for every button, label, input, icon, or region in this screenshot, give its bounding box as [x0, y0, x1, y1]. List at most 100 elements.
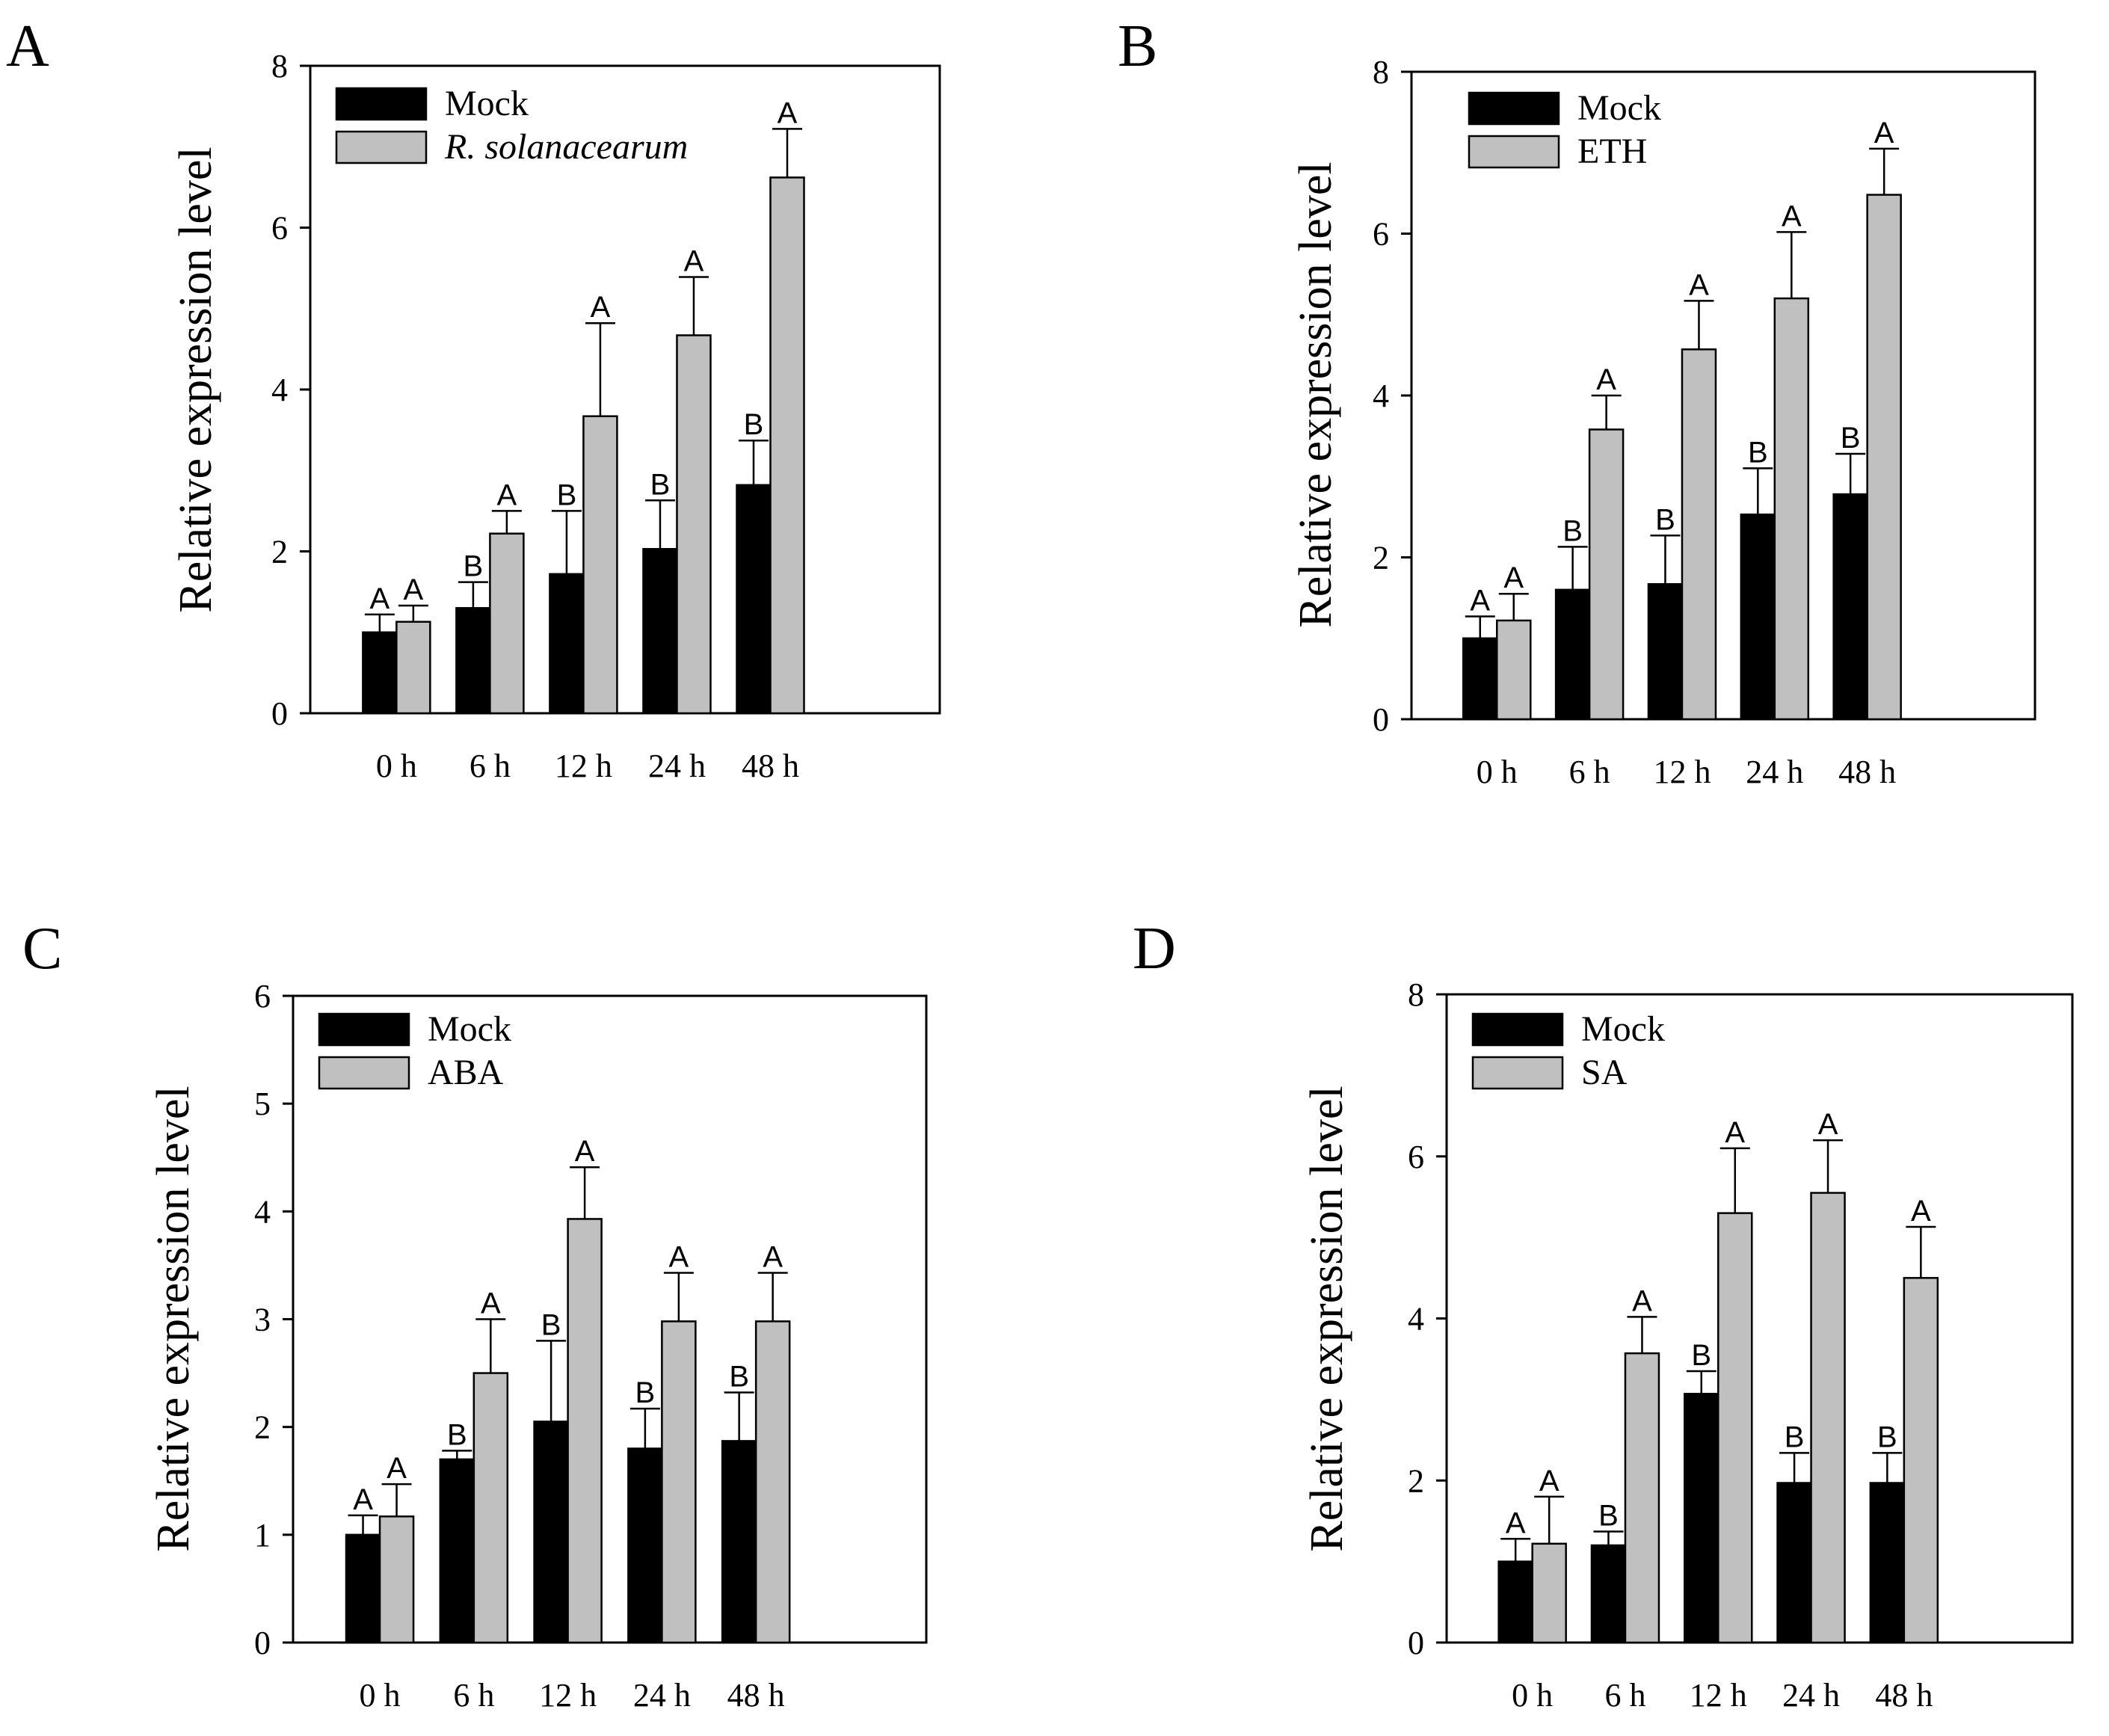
bar-mock	[736, 484, 772, 715]
y-tick-label: 2	[1373, 540, 1389, 576]
x-tick-label: 6 h	[1569, 754, 1610, 790]
bar-mock	[1462, 637, 1498, 721]
y-tick-label: 6	[1373, 216, 1389, 253]
bar-treatment	[754, 1320, 791, 1644]
significance-label: A	[1539, 1465, 1560, 1498]
legend-label: R. solanacearum	[444, 127, 688, 167]
y-tick-label: 0	[1373, 701, 1389, 738]
bar-treatment	[661, 1320, 697, 1644]
y-tick-label: 4	[1408, 1301, 1424, 1338]
significance-label: A	[1911, 1195, 1931, 1228]
y-axis-title: Relative expression level	[148, 1086, 199, 1551]
legend-label: Mock	[1577, 88, 1661, 128]
significance-label: B	[541, 1308, 561, 1341]
significance-label: B	[1598, 1500, 1619, 1533]
x-tick-label: 0 h	[1512, 1677, 1553, 1714]
significance-label: A	[1632, 1284, 1652, 1317]
significance-label: A	[404, 573, 424, 606]
y-tick-label: 4	[254, 1193, 271, 1230]
y-axis-title: Relative expression level	[1302, 1086, 1352, 1551]
bar-treatment	[1588, 428, 1625, 721]
y-tick-label: 2	[271, 534, 288, 570]
bar-treatment	[1496, 619, 1532, 721]
legend-swatch	[318, 1056, 410, 1090]
bar-mock	[1740, 513, 1776, 721]
bar-treatment	[1903, 1277, 1939, 1644]
x-tick-label: 6 h	[1604, 1677, 1645, 1714]
y-axis-title: Relative expression level	[170, 147, 221, 612]
bar-mock	[1776, 1482, 1812, 1644]
bar-mock	[1832, 493, 1868, 721]
bar-mock	[1684, 1393, 1719, 1644]
bar-treatment	[1681, 348, 1717, 721]
significance-label: A	[1470, 585, 1490, 618]
significance-label: A	[1689, 268, 1709, 301]
legend-swatch	[1471, 1056, 1564, 1090]
significance-label: A	[684, 245, 704, 278]
bar-mock	[1497, 1560, 1533, 1644]
significance-label: B	[1877, 1420, 1897, 1453]
x-tick-label: 24 h	[1782, 1677, 1840, 1714]
y-tick-label: 2	[1408, 1462, 1424, 1499]
significance-label: A	[481, 1287, 501, 1320]
legend-swatch	[1468, 91, 1560, 126]
bar-treatment	[769, 176, 805, 715]
legend-swatch	[1468, 135, 1560, 169]
x-tick-label: 0 h	[376, 748, 417, 784]
x-tick-label: 12 h	[555, 748, 612, 784]
bar-mock	[549, 573, 585, 715]
significance-label: A	[1725, 1116, 1745, 1149]
bar-treatment	[1717, 1212, 1753, 1644]
y-tick-label: 0	[254, 1625, 271, 1661]
bar-treatment	[395, 621, 431, 715]
significance-label: B	[1841, 422, 1861, 455]
bar-mock	[721, 1440, 757, 1644]
bar-treatment	[472, 1372, 509, 1644]
significance-label: B	[1562, 514, 1583, 547]
bar-mock	[627, 1447, 663, 1644]
bar-treatment	[1624, 1352, 1660, 1644]
y-tick-label: 0	[271, 695, 288, 732]
bar-mock	[1554, 588, 1591, 721]
significance-label: A	[353, 1483, 373, 1516]
significance-label: A	[778, 96, 798, 129]
bar-mock	[455, 607, 491, 715]
significance-label: B	[729, 1361, 749, 1394]
y-tick-label: 4	[1373, 378, 1389, 414]
y-tick-label: 3	[254, 1302, 271, 1338]
legend-label: ETH	[1577, 132, 1647, 171]
significance-label: B	[635, 1376, 656, 1409]
x-tick-label: 0 h	[360, 1677, 401, 1714]
significance-label: A	[1818, 1108, 1838, 1141]
y-tick-label: 6	[254, 978, 271, 1015]
legend-label: ABA	[428, 1053, 504, 1092]
legend-label: SA	[1581, 1053, 1628, 1092]
x-tick-label: 12 h	[1690, 1677, 1747, 1714]
y-tick-label: 8	[1373, 54, 1389, 90]
significance-label: A	[591, 291, 611, 324]
x-tick-label: 48 h	[742, 748, 799, 784]
significance-label: B	[447, 1418, 467, 1451]
x-tick-label: 48 h	[727, 1677, 785, 1714]
bar-treatment	[1773, 297, 1810, 721]
y-tick-label: 5	[254, 1086, 271, 1122]
significance-label: A	[1506, 1506, 1526, 1539]
bar-mock	[642, 548, 678, 715]
bar-treatment	[567, 1218, 603, 1644]
significance-label: B	[744, 408, 764, 441]
x-tick-label: 12 h	[1653, 754, 1711, 790]
significance-label: B	[1655, 503, 1675, 536]
bar-treatment	[489, 532, 525, 715]
x-tick-label: 48 h	[1875, 1677, 1933, 1714]
x-tick-label: 6 h	[453, 1677, 494, 1714]
significance-label: A	[370, 582, 390, 615]
legend-swatch	[1471, 1012, 1564, 1047]
bar-treatment	[676, 334, 712, 715]
y-tick-label: 1	[254, 1517, 271, 1554]
bar-mock	[533, 1420, 569, 1644]
x-tick-label: 6 h	[469, 748, 511, 784]
legend-label: Mock	[445, 84, 529, 123]
legend-swatch	[335, 87, 428, 121]
significance-label: A	[1782, 200, 1802, 233]
